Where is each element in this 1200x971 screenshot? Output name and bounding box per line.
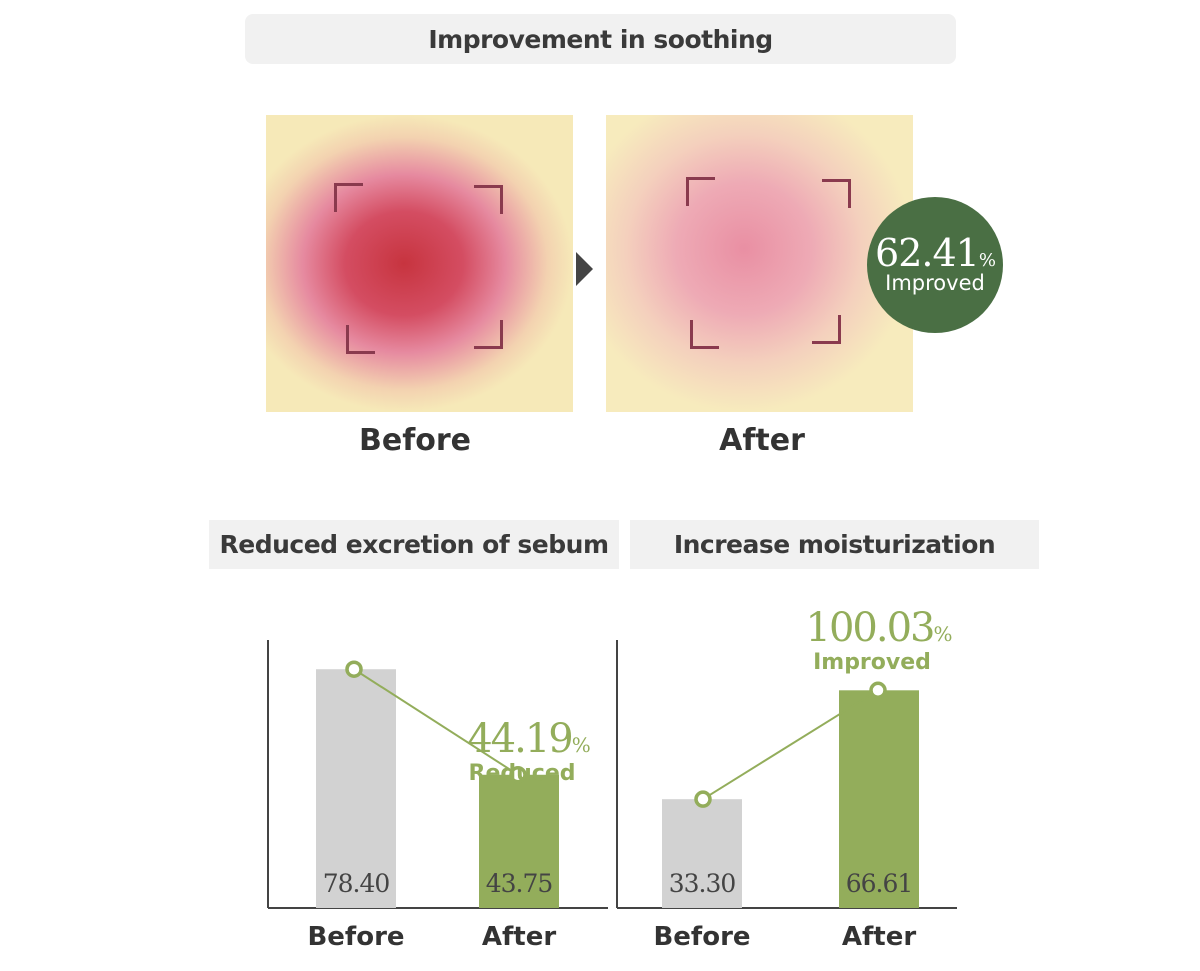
improved-badge: 62.41% Improved (867, 197, 1003, 333)
bar-value-label: 66.61 (846, 869, 913, 898)
bar-after (839, 690, 919, 908)
trend-line (353, 668, 519, 776)
annotation-value: 100.03% (806, 605, 952, 651)
annotation-unit: % (933, 622, 951, 646)
badge-unit: % (978, 250, 996, 271)
bar-after (479, 774, 559, 908)
annotation-value: 44.19% (467, 716, 590, 762)
trend-point (869, 681, 887, 700)
badge-label: Improved (885, 271, 985, 295)
bar-value-label: 78.40 (323, 869, 390, 898)
sebum-header: Reduced excretion of sebum (209, 520, 619, 569)
before-photo (266, 115, 573, 412)
after-photo (606, 115, 913, 412)
x-tick-label: After (482, 922, 556, 952)
badge-value: 62.41 (875, 231, 980, 275)
moisture-header: Increase moisturization (630, 520, 1039, 569)
trend-line (702, 689, 879, 801)
bar-value-label: 43.75 (486, 869, 553, 898)
x-tick-label: Before (307, 922, 404, 952)
trend-point (345, 660, 363, 678)
x-tick-label: After (842, 922, 916, 952)
annotation-label: Improved (813, 650, 931, 675)
trend-point (694, 790, 712, 808)
arrow-right-icon (576, 252, 593, 286)
annotation-unit: % (572, 733, 590, 757)
bar-value-label: 33.30 (669, 869, 736, 898)
x-tick-label: Before (653, 922, 750, 952)
after-caption: After (719, 423, 805, 458)
bar-before (316, 669, 396, 908)
annotation-label: Reduced (469, 761, 576, 786)
soothing-header: Improvement in soothing (245, 14, 956, 64)
before-caption: Before (358, 423, 472, 458)
bar-before (662, 799, 742, 908)
trend-point (509, 766, 527, 784)
